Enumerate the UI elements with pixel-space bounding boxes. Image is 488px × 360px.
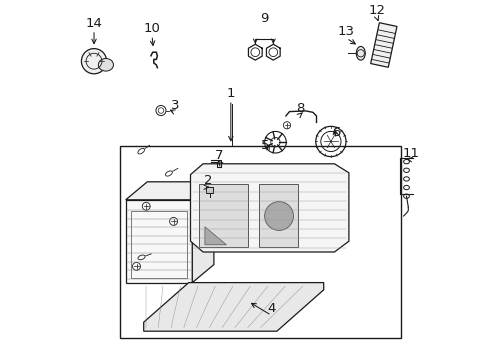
Text: 13: 13 — [337, 25, 354, 38]
Bar — [120, 146, 400, 338]
Polygon shape — [205, 187, 213, 193]
Polygon shape — [190, 164, 348, 252]
Circle shape — [264, 202, 293, 230]
Text: 1: 1 — [226, 87, 235, 100]
Polygon shape — [125, 200, 192, 283]
Polygon shape — [204, 227, 226, 245]
Bar — [199, 184, 247, 247]
Polygon shape — [125, 182, 213, 200]
Text: 14: 14 — [85, 17, 102, 30]
Polygon shape — [192, 182, 213, 283]
Text: 8: 8 — [296, 102, 304, 114]
Ellipse shape — [356, 46, 365, 60]
Text: 4: 4 — [267, 302, 275, 315]
Text: 12: 12 — [368, 4, 385, 17]
Text: 11: 11 — [402, 147, 419, 159]
Text: 10: 10 — [143, 22, 160, 35]
Polygon shape — [143, 283, 323, 331]
Text: 3: 3 — [171, 99, 179, 112]
Bar — [258, 184, 298, 247]
Text: 7: 7 — [215, 149, 223, 162]
Text: 9: 9 — [260, 12, 268, 25]
Polygon shape — [370, 23, 396, 67]
Text: 5: 5 — [261, 139, 269, 152]
Bar — [131, 211, 186, 278]
Ellipse shape — [81, 49, 106, 74]
Text: 6: 6 — [331, 126, 340, 139]
Text: 2: 2 — [203, 174, 212, 187]
Ellipse shape — [98, 59, 113, 71]
